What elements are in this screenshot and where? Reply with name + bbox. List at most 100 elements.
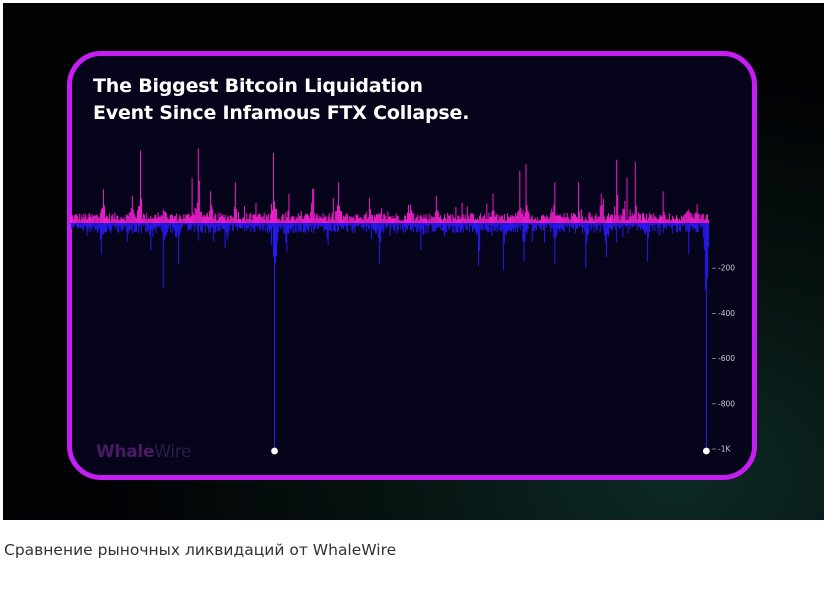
short-bar: [173, 223, 174, 228]
short-bar: [302, 223, 304, 233]
long-bar: [340, 211, 341, 223]
long-bar: [552, 211, 554, 223]
short-bar: [419, 223, 421, 232]
short-bar: [120, 223, 122, 230]
short-bar: [96, 223, 98, 234]
long-bar: [264, 219, 266, 223]
long-bar: [229, 215, 231, 223]
long-bar: [135, 218, 137, 223]
short-bar: [183, 223, 185, 225]
short-bar: [506, 223, 508, 232]
short-bar: [202, 223, 204, 226]
long-bar: [367, 217, 369, 223]
short-bar: [633, 223, 635, 225]
short-bar: [394, 223, 396, 231]
short-bar: [383, 223, 385, 233]
long-bar: [422, 218, 424, 223]
long-bar: [583, 220, 585, 223]
long-bar: [419, 216, 421, 223]
long-bar: [165, 213, 167, 223]
long-bar: [456, 219, 458, 223]
long-bar: [246, 213, 248, 223]
short-bar: [115, 223, 117, 230]
short-bar: [381, 223, 383, 232]
long-bar: [234, 182, 236, 223]
short-bar: [286, 223, 288, 253]
short-bar: [511, 223, 513, 232]
short-bar: [523, 223, 525, 262]
long-bar: [120, 217, 122, 223]
short-bar: [592, 223, 594, 225]
long-bar: [313, 188, 315, 223]
long-bar: [366, 218, 368, 223]
long-bar: [648, 217, 650, 223]
short-bar: [343, 223, 345, 229]
short-bar: [684, 223, 686, 225]
short-bar: [351, 223, 353, 231]
short-bar: [579, 223, 581, 228]
long-bar: [467, 215, 469, 223]
short-bar: [594, 223, 596, 226]
short-bar: [335, 223, 337, 226]
long-bar: [514, 216, 516, 223]
short-bar: [288, 223, 290, 234]
long-bar: [561, 217, 563, 223]
long-bar: [680, 220, 682, 223]
short-bar: [88, 223, 90, 227]
short-bar: [290, 223, 292, 232]
long-bar: [409, 213, 411, 223]
short-bar: [127, 223, 129, 235]
short-bar: [168, 223, 170, 226]
long-bar: [471, 213, 473, 223]
short-bar: [702, 223, 704, 238]
short-bar: [156, 223, 158, 227]
long-bar: [153, 218, 155, 223]
long-bar: [567, 217, 569, 223]
long-bar: [92, 216, 94, 223]
short-bar: [389, 223, 391, 237]
long-bar: [157, 212, 159, 223]
short-bar: [125, 223, 127, 231]
short-bar: [342, 223, 344, 228]
long-bar: [370, 214, 372, 223]
short-bar: [166, 223, 168, 232]
long-bar: [214, 215, 216, 223]
long-bar: [519, 171, 521, 223]
short-bar: [669, 223, 671, 226]
short-bar: [545, 223, 547, 226]
short-bar: [131, 223, 133, 234]
short-bar: [424, 223, 426, 226]
short-bar: [284, 223, 286, 233]
long-bar: [206, 214, 207, 223]
short-bar: [535, 223, 537, 231]
long-bar: [79, 213, 81, 223]
short-bar: [141, 223, 143, 234]
long-bar: [539, 220, 541, 223]
short-bar: [295, 223, 297, 233]
short-bar: [145, 223, 147, 233]
long-bar: [453, 217, 455, 223]
short-bar: [696, 223, 698, 232]
long-bar: [615, 215, 617, 223]
long-bar: [91, 214, 93, 223]
long-bar: [683, 216, 685, 223]
long-bar: [162, 209, 164, 223]
short-bar: [413, 223, 415, 233]
long-bar: [357, 214, 359, 223]
long-bar: [123, 217, 125, 223]
long-bar: [698, 213, 700, 223]
short-bar: [648, 223, 650, 238]
long-bar: [511, 216, 513, 223]
short-bar: [590, 223, 592, 231]
short-bar: [155, 223, 157, 233]
short-bar: [674, 223, 676, 227]
short-bar: [615, 223, 617, 230]
long-bar: [210, 191, 212, 223]
long-bar: [217, 219, 219, 223]
long-bar: [242, 218, 244, 223]
long-bar: [99, 212, 101, 223]
y-tick-label: -400: [718, 309, 735, 318]
long-bar: [260, 216, 262, 223]
short-bar: [498, 223, 500, 225]
short-bar: [534, 223, 536, 229]
